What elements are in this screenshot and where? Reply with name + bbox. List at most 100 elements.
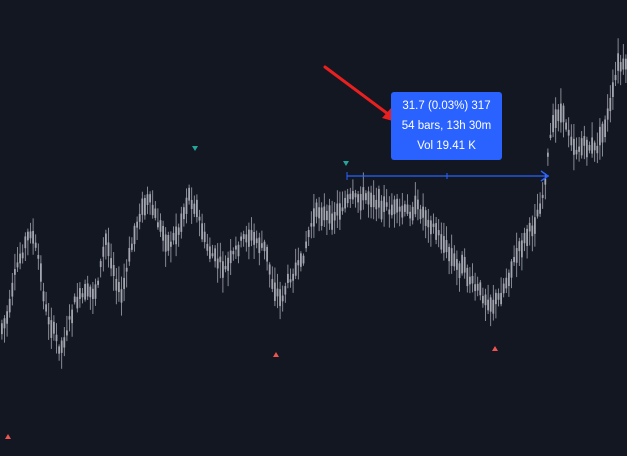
candle-body <box>47 317 50 325</box>
candle-body <box>289 279 292 283</box>
candle-body <box>250 230 253 241</box>
candle-body <box>294 262 297 276</box>
candle-body <box>19 253 21 264</box>
candle-body <box>97 280 99 285</box>
candle-body <box>310 223 313 227</box>
candle-body <box>232 251 235 255</box>
candle-body <box>8 298 11 313</box>
candle-body <box>193 203 196 214</box>
candle-body <box>138 213 141 222</box>
candle-body <box>612 82 614 98</box>
candle-body <box>245 234 248 243</box>
candle-body <box>489 297 492 312</box>
measure-range <box>346 170 550 182</box>
candle-body <box>367 191 370 205</box>
candle-body <box>476 283 479 291</box>
measure-price-change: 31.7 (0.03%) 317 <box>402 100 491 112</box>
candle-body <box>53 321 55 334</box>
candle-body <box>336 203 339 216</box>
candle-body <box>86 283 89 297</box>
candle-body <box>237 244 240 257</box>
candlestick-series <box>1 38 627 369</box>
candle-body <box>406 204 409 214</box>
candle-body <box>14 269 16 275</box>
candle-body <box>71 309 73 324</box>
candle-body <box>549 134 552 138</box>
candle-body <box>284 286 287 295</box>
candle-body <box>240 236 242 241</box>
candle-body <box>448 246 450 262</box>
candle-body <box>502 283 505 294</box>
candle-body <box>606 108 609 120</box>
candle-body <box>510 261 513 278</box>
candle-body <box>339 203 341 220</box>
candle-body <box>224 266 227 270</box>
candle-body <box>149 194 151 203</box>
candle-body <box>45 304 47 312</box>
candle-body <box>255 238 258 244</box>
candle-body <box>201 223 203 240</box>
candle-body <box>443 236 445 253</box>
candle-body <box>515 248 518 263</box>
candle-body <box>409 211 411 219</box>
candle-body <box>300 253 302 267</box>
candle-body <box>575 149 578 155</box>
candle-body <box>391 204 393 216</box>
candle-body <box>560 103 562 123</box>
candle-body <box>523 232 526 244</box>
candle-body <box>552 115 554 133</box>
candle-body <box>34 242 37 248</box>
candle-body <box>541 194 544 198</box>
candle-body <box>593 142 596 151</box>
candle-body <box>331 213 333 230</box>
candle-body <box>76 296 79 309</box>
candle-body <box>365 193 367 201</box>
candle-body <box>424 210 427 226</box>
candle-body <box>214 248 216 262</box>
candle-body <box>297 260 300 266</box>
candle-body <box>505 277 508 289</box>
candle-body <box>474 284 476 292</box>
candle-body <box>131 243 133 250</box>
candle-body <box>346 194 349 204</box>
candle-body <box>466 267 469 287</box>
candle-body <box>534 217 536 234</box>
candle-body <box>492 299 495 314</box>
candle-body <box>66 330 68 336</box>
candle-body <box>196 199 198 218</box>
candle-body <box>573 138 575 155</box>
candle-body <box>216 258 219 269</box>
candle-body <box>599 126 601 146</box>
candle-body <box>393 199 396 215</box>
candle-body <box>94 284 97 299</box>
candle-body <box>495 292 497 305</box>
candle-body <box>1 323 3 335</box>
candle-body <box>68 316 71 320</box>
candle-body <box>570 136 573 146</box>
candle-body <box>323 206 326 221</box>
candle-body <box>411 206 414 221</box>
candle-body <box>625 58 627 70</box>
triangle-down-icon <box>343 161 349 166</box>
candle-body <box>266 246 268 262</box>
candle-body <box>118 281 120 293</box>
candle-body <box>508 272 510 287</box>
candle-body <box>274 282 276 301</box>
candle-body <box>586 139 588 158</box>
candle-body <box>396 198 398 213</box>
triangle-down-icon <box>192 146 198 151</box>
candle-body <box>591 137 593 154</box>
candle-body <box>453 253 456 267</box>
candle-body <box>170 241 172 247</box>
candle-body <box>352 191 354 200</box>
candle-body <box>154 208 157 218</box>
candle-body <box>141 198 144 215</box>
candle-body <box>84 283 86 300</box>
candle-body <box>305 241 307 249</box>
candle-body <box>136 221 138 228</box>
candle-body <box>341 207 344 212</box>
candle-body <box>79 288 81 299</box>
candle-body <box>378 188 380 208</box>
candle-body <box>60 340 63 353</box>
